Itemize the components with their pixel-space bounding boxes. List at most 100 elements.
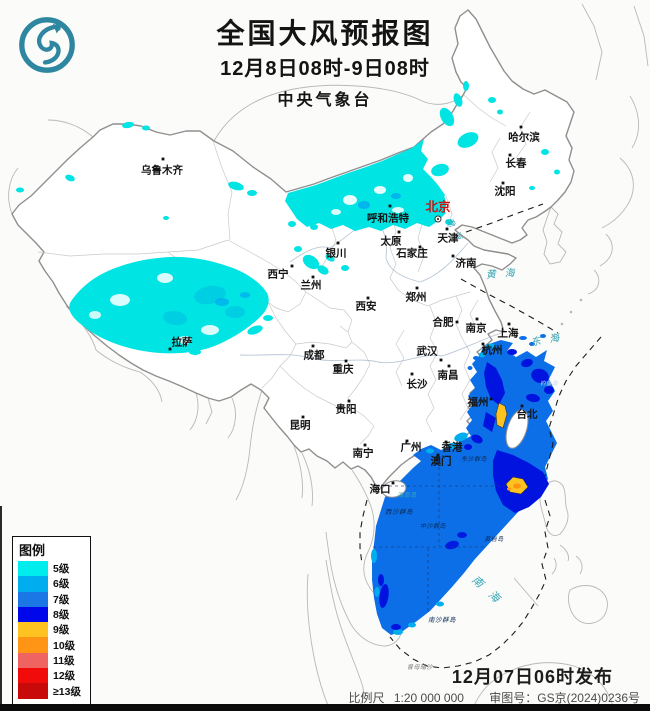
- sea-label: 中沙群岛: [420, 522, 447, 530]
- legend-item: 9级: [18, 622, 90, 638]
- legend-label: 7级: [53, 593, 70, 606]
- city-dot: [347, 399, 351, 403]
- city-dot: [311, 275, 315, 279]
- legend-swatch: [18, 652, 48, 669]
- legend-item: 7级: [18, 591, 90, 607]
- legend-label: 9级: [53, 624, 70, 637]
- wind-area-sea: [371, 334, 557, 635]
- legend-swatch: [18, 637, 48, 653]
- city-dot: [418, 245, 422, 249]
- city-dot: [455, 320, 459, 324]
- city-dot: [301, 415, 305, 419]
- legend-label: 6级: [53, 578, 70, 591]
- legend-swatch: [18, 622, 48, 638]
- city-dot: [410, 372, 414, 376]
- city-label: 西安: [356, 300, 377, 313]
- legend-swatch: [18, 683, 48, 699]
- sea-label: 东 海: [530, 331, 563, 348]
- cma-logo-icon: [19, 17, 75, 73]
- city-label: 呼和浩特: [367, 212, 409, 225]
- forecast-period: 12月8日08时-9日08时: [220, 58, 430, 80]
- city-label: 长春: [506, 157, 527, 170]
- wind-area-land: [16, 81, 560, 355]
- sea-label: 南沙群岛: [428, 616, 456, 624]
- legend: 图例 5级 6级 7级 8级 9级 10级 11级 12级 ≥13级: [12, 536, 91, 705]
- agency-name: 中央气象台: [277, 92, 373, 109]
- city-dot: [311, 344, 315, 348]
- city-dot: [436, 453, 440, 457]
- city-dot: [397, 230, 401, 234]
- city-label: 贵阳: [336, 403, 357, 416]
- city-label: 杭州: [482, 344, 503, 357]
- city-dot: [451, 254, 455, 258]
- city-label: 香港: [441, 441, 463, 454]
- sea-label: 海南岛: [397, 491, 417, 499]
- sea-label: 南 海: [469, 573, 505, 607]
- legend-item: 8级: [18, 606, 90, 623]
- legend-swatch: [18, 668, 48, 684]
- city-label: 兰州: [301, 279, 322, 292]
- city-dot: [388, 204, 392, 208]
- release-time: 12月07日06时发布: [451, 667, 613, 687]
- city-dot: [520, 404, 524, 408]
- sea-label: 黄 海: [486, 267, 519, 281]
- approval-number: 审图号：GS京(2024)0236号: [489, 691, 640, 705]
- left-edge-bar: [0, 506, 2, 704]
- city-label: 海口: [370, 483, 391, 496]
- legend-label: 10级: [53, 639, 76, 652]
- city-label: 石家庄: [395, 247, 428, 260]
- city-label: 广州: [401, 441, 422, 454]
- city-label: 太原: [380, 235, 402, 248]
- city-label: 昆明: [290, 420, 311, 432]
- china-border: [11, 9, 575, 491]
- city-dot: [475, 317, 479, 321]
- city-label: 上海: [498, 327, 519, 340]
- city-label: 重庆: [333, 363, 354, 376]
- city-dot: [519, 125, 523, 129]
- city-dot: [489, 397, 493, 401]
- legend-item: ≥13级: [18, 683, 90, 699]
- legend-item: 6级: [18, 576, 90, 592]
- scale-label: 比例尺: [348, 691, 385, 705]
- sea-label: 东沙群岛: [461, 455, 488, 463]
- city-dot: [168, 347, 172, 351]
- legend-label: 5级: [53, 563, 70, 576]
- legend-item: 5级: [18, 561, 90, 577]
- city-label: 银川: [326, 247, 347, 260]
- city-label: 南京: [466, 322, 487, 335]
- city-dot: [363, 443, 367, 447]
- city-dot: [444, 440, 448, 444]
- city-label: 哈尔滨: [508, 131, 540, 144]
- city-dot: [415, 286, 419, 290]
- city-label: 拉萨: [172, 336, 193, 349]
- maritime-dashed-lines: [359, 203, 602, 669]
- page-title: 全国大风预报图: [216, 18, 434, 49]
- legend-swatch: [18, 591, 48, 607]
- legend-swatch: [18, 561, 48, 577]
- capital-dot-center: [436, 217, 440, 221]
- city-dot: [481, 342, 485, 346]
- city-label: 南昌: [438, 369, 459, 382]
- graticule-dashed-lines: [373, 455, 506, 612]
- city-dot: [508, 153, 512, 157]
- city-dot: [501, 181, 505, 185]
- city-dot: [405, 439, 409, 443]
- legend-title: 图例: [19, 543, 46, 558]
- city-dot: [507, 322, 511, 326]
- city-label: 郑州: [406, 291, 427, 304]
- city-label: 武汉: [417, 345, 438, 358]
- city-dot: [344, 359, 348, 363]
- rivers: [239, 217, 505, 364]
- legend-label: ≥13级: [53, 685, 81, 698]
- scale-value: 1:20 000 000: [393, 691, 464, 705]
- map-meta-line: 比例尺 1:20 000 000 审图号：GS京(2024)0236号: [342, 689, 640, 706]
- legend-item: 11级: [18, 652, 90, 669]
- sea-label: 钓鱼岛: [540, 380, 558, 387]
- city-dot: [161, 157, 165, 161]
- city-label: 南宁: [353, 447, 374, 460]
- legend-item: 10级: [18, 637, 90, 653]
- sea-label: 西沙群岛: [385, 508, 413, 516]
- city-label: 沈阳: [495, 185, 516, 198]
- city-label: 长沙: [407, 378, 428, 391]
